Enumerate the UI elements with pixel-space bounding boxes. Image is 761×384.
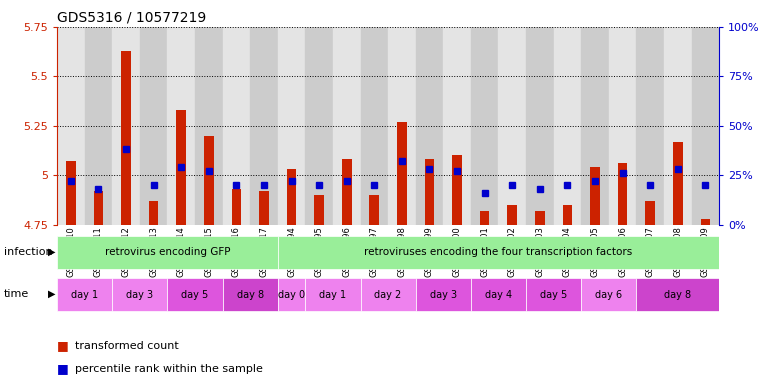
Text: ■: ■ [57, 362, 68, 375]
Bar [526, 278, 581, 311]
Bar [260, 191, 269, 225]
Text: day 5: day 5 [181, 290, 209, 300]
Text: day 3: day 3 [126, 290, 154, 300]
Bar [361, 278, 416, 311]
Text: day 1: day 1 [71, 290, 98, 300]
Text: ▶: ▶ [48, 247, 56, 257]
Bar [471, 27, 498, 225]
Bar [167, 27, 195, 225]
Bar [636, 27, 664, 225]
Bar [231, 189, 241, 225]
Bar [562, 205, 572, 225]
Text: day 5: day 5 [540, 290, 567, 300]
Bar [149, 201, 158, 225]
Bar [553, 27, 581, 225]
Bar [140, 27, 167, 225]
Bar [609, 27, 636, 225]
Bar [112, 27, 140, 225]
Bar [84, 27, 113, 225]
Text: day 6: day 6 [595, 290, 622, 300]
Text: retrovirus encoding GFP: retrovirus encoding GFP [105, 247, 230, 258]
Bar [645, 201, 655, 225]
Bar [673, 142, 683, 225]
Bar [692, 27, 719, 225]
Bar [636, 278, 719, 311]
Bar [535, 211, 545, 225]
Text: GDS5316 / 10577219: GDS5316 / 10577219 [57, 10, 206, 24]
Text: retroviruses encoding the four transcription factors: retroviruses encoding the four transcrip… [365, 247, 632, 258]
Text: day 8: day 8 [664, 290, 691, 300]
Bar [526, 27, 553, 225]
Bar [581, 278, 636, 311]
Bar [701, 219, 710, 225]
Text: percentile rank within the sample: percentile rank within the sample [75, 364, 263, 374]
Bar [416, 278, 471, 311]
Bar [305, 27, 333, 225]
Text: transformed count: transformed count [75, 341, 178, 351]
Bar [361, 27, 388, 225]
Bar [314, 195, 324, 225]
Bar [57, 236, 278, 269]
Text: day 0: day 0 [278, 290, 305, 300]
Bar [66, 161, 75, 225]
Bar [370, 195, 379, 225]
Bar [222, 27, 250, 225]
Bar [177, 110, 186, 225]
Text: day 8: day 8 [237, 290, 264, 300]
Bar [57, 278, 113, 311]
Bar [591, 167, 600, 225]
Bar [471, 278, 526, 311]
Text: infection: infection [4, 247, 53, 257]
Text: ▶: ▶ [48, 289, 56, 299]
Bar [333, 27, 361, 225]
Text: day 4: day 4 [485, 290, 512, 300]
Bar [121, 51, 131, 225]
Bar [305, 278, 361, 311]
Text: time: time [4, 289, 29, 299]
Bar [425, 159, 435, 225]
Bar [443, 27, 471, 225]
Bar [57, 27, 84, 225]
Text: day 2: day 2 [374, 290, 402, 300]
Bar [278, 278, 305, 311]
Bar [664, 27, 692, 225]
Bar [278, 236, 719, 269]
Bar [222, 278, 278, 311]
Text: ■: ■ [57, 339, 68, 352]
Bar [388, 27, 416, 225]
Bar [195, 27, 222, 225]
Bar [618, 163, 627, 225]
Bar [498, 27, 526, 225]
Bar [278, 27, 305, 225]
Text: day 1: day 1 [320, 290, 346, 300]
Bar [581, 27, 609, 225]
Text: day 3: day 3 [430, 290, 457, 300]
Bar [287, 169, 296, 225]
Bar [397, 122, 406, 225]
Bar [508, 205, 517, 225]
Bar [416, 27, 443, 225]
Bar [94, 191, 103, 225]
Bar [480, 211, 489, 225]
Bar [113, 278, 167, 311]
Bar [452, 156, 462, 225]
Bar [204, 136, 214, 225]
Bar [342, 159, 352, 225]
Bar [167, 278, 222, 311]
Bar [250, 27, 278, 225]
